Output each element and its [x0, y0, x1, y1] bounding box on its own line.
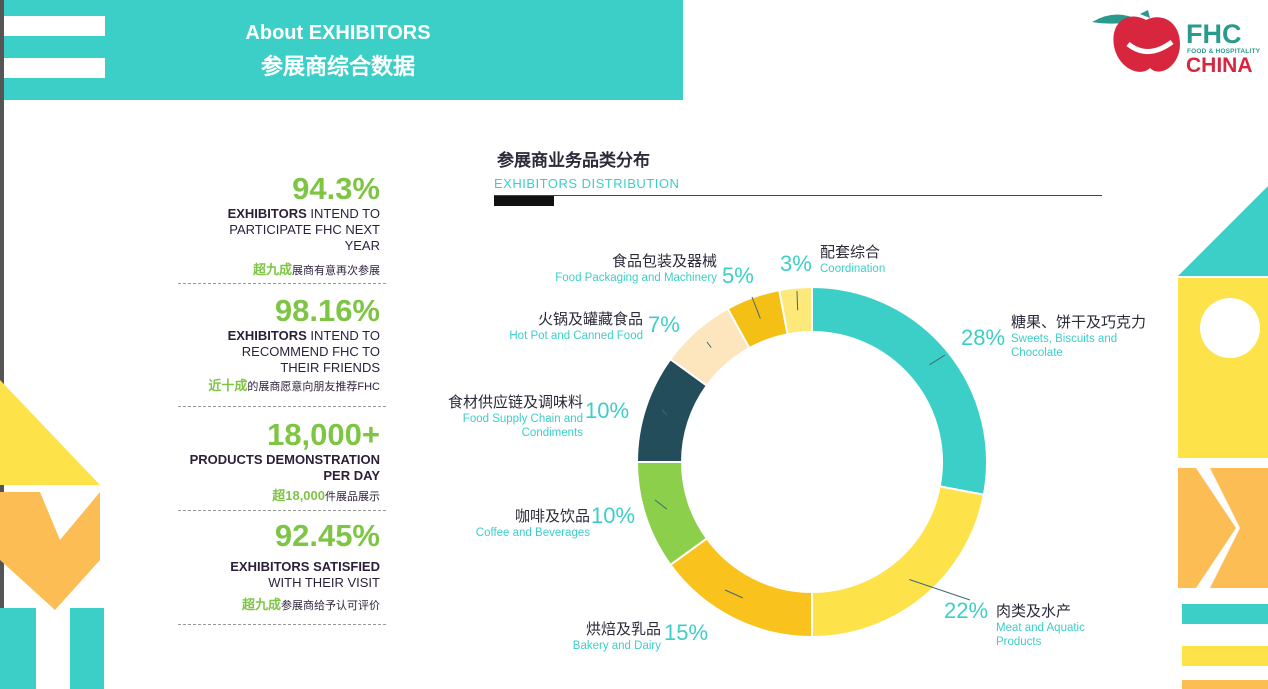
stat-block: 98.16% EXHIBITORS INTEND TO RECOMMEND FH…	[178, 294, 380, 395]
stat-value: 18,000+	[267, 417, 380, 452]
stat-cn-rest: 件展品展示	[325, 491, 380, 503]
leader-line	[661, 409, 668, 416]
donut-slice	[811, 285, 988, 496]
slice-label-en: Coordination	[820, 263, 886, 275]
stat-description-rest: WITH THEIR VISIT	[268, 575, 380, 590]
stat-description-bold: EXHIBITORS	[227, 328, 307, 343]
slice-label-en: Food Packaging and Machinery	[555, 272, 717, 284]
apple-logo-icon	[1092, 10, 1180, 72]
stat-description-bold: EXHIBITORS	[227, 206, 307, 221]
slice-label-cn: 咖啡及饮品	[514, 508, 590, 525]
header-title: About EXHIBITORS	[245, 22, 431, 44]
header-stripe	[4, 58, 105, 78]
logo-country: CHINA	[1186, 54, 1253, 77]
stat-value: 92.45%	[274, 518, 380, 553]
stat-cn-highlight: 超九成	[252, 262, 292, 277]
slice-pct: 28%	[961, 325, 1006, 350]
slice-pct: 15%	[664, 620, 709, 645]
header-band	[4, 0, 683, 100]
stat-cn-caption: 近十成的展商愿意向朋友推荐FHC	[178, 378, 380, 395]
slice-pct: 5%	[722, 263, 754, 288]
header-stripe	[4, 16, 105, 36]
stat-cn-highlight: 近十成	[208, 378, 248, 393]
stat-cn-rest: 的展商愿意向朋友推荐FHC	[247, 381, 380, 393]
leader-line	[724, 589, 743, 599]
chart-subtitle: EXHIBITORS DISTRIBUTION	[494, 176, 680, 191]
leader-line	[796, 290, 799, 311]
stat-cn-caption: 超18,000件展品展示	[178, 488, 380, 505]
slice-label-en: Hot Pot and Canned Food	[509, 330, 643, 342]
leader-line	[909, 579, 971, 601]
slice-label-sweets: 糖果、饼干及巧克力 Sweets, Biscuits and Chocolate	[1011, 311, 1146, 360]
slice-label-cn: 糖果、饼干及巧克力	[1011, 314, 1147, 331]
slice-label-cn: 烘焙及乳品	[585, 621, 661, 638]
leader-line	[751, 296, 761, 319]
stat-cn-caption: 超九成参展商给予认可评价	[178, 597, 380, 614]
logo-brand: FHC	[1186, 19, 1242, 49]
slice-label-cn: 肉类及水产	[996, 603, 1072, 620]
slice-pct: 3%	[780, 251, 812, 276]
stat-description-rest: INTEND TO PARTICIPATE FHC NEXT YEAR	[229, 206, 380, 253]
divider	[178, 510, 386, 511]
slice-label-en: Sweets, Biscuits and Chocolate	[1011, 333, 1118, 359]
slice-label-cn: 火锅及罐藏食品	[537, 311, 643, 328]
stat-cn-rest: 参展商给予认可评价	[281, 600, 380, 612]
stat-cn-highlight: 超九成	[241, 597, 281, 612]
divider	[178, 406, 386, 407]
slice-label-packaging: 食品包装及器械 Food Packaging and Machinery	[530, 250, 717, 285]
leader-line	[929, 354, 946, 366]
stat-cn-caption: 超九成展商有意再次参展	[178, 262, 380, 279]
slice-label-en: Bakery and Dairy	[572, 640, 661, 652]
stat-block: 94.3% EXHIBITORS INTEND TO PARTICIPATE F…	[178, 172, 380, 279]
right-decoration	[1178, 186, 1268, 689]
header-title-cn: 参展商综合数据	[260, 54, 415, 79]
logo-subtitle: FOOD & HOSPITALITY	[1187, 48, 1261, 55]
left-decoration	[0, 380, 104, 689]
leader-line	[654, 499, 668, 510]
stat-description: EXHIBITORS INTEND TO RECOMMEND FHC TO TH…	[200, 328, 380, 376]
slice-label-meat: 肉类及水产 Meat and Aquatic Products	[996, 600, 1096, 649]
stat-value: 98.16%	[274, 293, 380, 328]
slice-label-coffee: 咖啡及饮品 Coffee and Beverages	[430, 505, 590, 540]
stat-description: PRODUCTS DEMONSTRATION PER DAY	[180, 452, 380, 484]
slice-label-food-supply: 食材供应链及调味料 Food Supply Chain and Condimen…	[420, 391, 583, 440]
chart-rule-accent	[494, 196, 554, 206]
slice-label-coordination: 配套综合 Coordination	[820, 241, 885, 276]
stat-cn-highlight: 超18,000	[272, 488, 325, 503]
slice-label-en: Food Supply Chain and Condiments	[462, 413, 583, 439]
stat-description: EXHIBITORS SATISFIED WITH THEIR VISIT	[200, 559, 380, 591]
slice-label-bakery: 烘焙及乳品 Bakery and Dairy	[500, 618, 661, 653]
slice-label-cn: 食材供应链及调味料	[447, 394, 583, 411]
slice-label-en: Meat and Aquatic Products	[996, 622, 1085, 648]
slice-pct: 22%	[944, 598, 989, 623]
chart-title: 参展商业务品类分布	[497, 151, 650, 170]
stat-block: 92.45% EXHIBITORS SATISFIED WITH THEIR V…	[178, 519, 380, 614]
slice-label-en: Coffee and Beverages	[475, 527, 590, 539]
stat-description-bold: EXHIBITORS SATISFIED	[230, 559, 380, 574]
slice-pct: 10%	[585, 398, 630, 423]
slice-pct: 10%	[591, 503, 636, 528]
chart-rule	[494, 195, 1102, 196]
stat-description-bold: PRODUCTS DEMONSTRATION PER DAY	[189, 452, 380, 483]
left-edge-bar	[0, 0, 4, 689]
slice-pct: 7%	[648, 312, 680, 337]
divider	[178, 283, 386, 284]
divider	[178, 624, 386, 625]
slice-label-cn: 配套综合	[820, 244, 881, 261]
donut-slice	[778, 285, 813, 336]
stat-description-rest: INTEND TO RECOMMEND FHC TO THEIR FRIENDS	[241, 328, 380, 375]
stat-cn-rest: 展商有意再次参展	[292, 265, 380, 277]
slice-label-hot-pot: 火锅及罐藏食品 Hot Pot and Canned Food	[480, 308, 643, 343]
stat-value: 94.3%	[292, 171, 380, 206]
slice-label-cn: 食品包装及器械	[611, 253, 717, 270]
leader-line	[706, 341, 712, 348]
stat-description: EXHIBITORS INTEND TO PARTICIPATE FHC NEX…	[200, 206, 380, 254]
stat-block: 18,000+ PRODUCTS DEMONSTRATION PER DAY 超…	[178, 418, 380, 505]
